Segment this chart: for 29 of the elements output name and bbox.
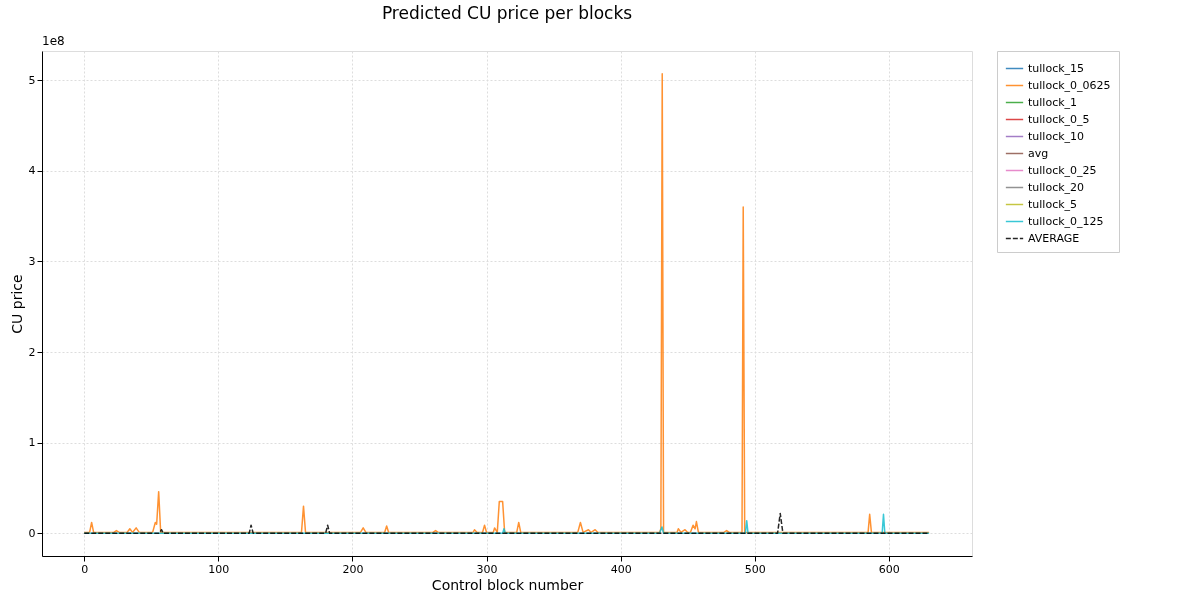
legend-label: tullock_1 [1028,95,1078,109]
x-tick-label: 0 [81,562,89,576]
x-tick-label: 600 [878,562,900,576]
y-tick-label: 5 [28,73,36,87]
legend-label: tullock_0_125 [1028,214,1104,228]
x-tick-label: 300 [476,562,498,576]
text: 1e8 [42,34,65,48]
y-tick-label: 0 [28,526,36,540]
y-tick-label: 2 [28,345,36,359]
legend-label: tullock_0_0625 [1028,78,1111,92]
legend-label: AVERAGE [1028,231,1080,245]
legend-label: tullock_10 [1028,129,1085,143]
x-tick-label: 500 [744,562,766,576]
x-tick-label: 200 [342,562,364,576]
legend-label: tullock_5 [1028,197,1078,211]
y-tick-label: 3 [28,254,36,268]
y-tick-label: 1 [28,436,36,450]
legend-label: tullock_0_25 [1028,163,1097,177]
x-tick-label: 400 [610,562,632,576]
chart-title: Predicted CU price per blocks [381,3,633,23]
line-series [83,72,930,534]
x-tick-label: 100 [208,562,230,576]
y-tick-label: 4 [28,164,36,178]
legend-label: tullock_15 [1028,61,1085,75]
x-axis-title: Control block number [431,576,584,593]
legend-label: tullock_0_5 [1028,112,1090,126]
legend-label: avg [1028,146,1049,160]
legend-label: tullock_20 [1028,180,1085,194]
y-axis-title: CU price [8,274,25,334]
